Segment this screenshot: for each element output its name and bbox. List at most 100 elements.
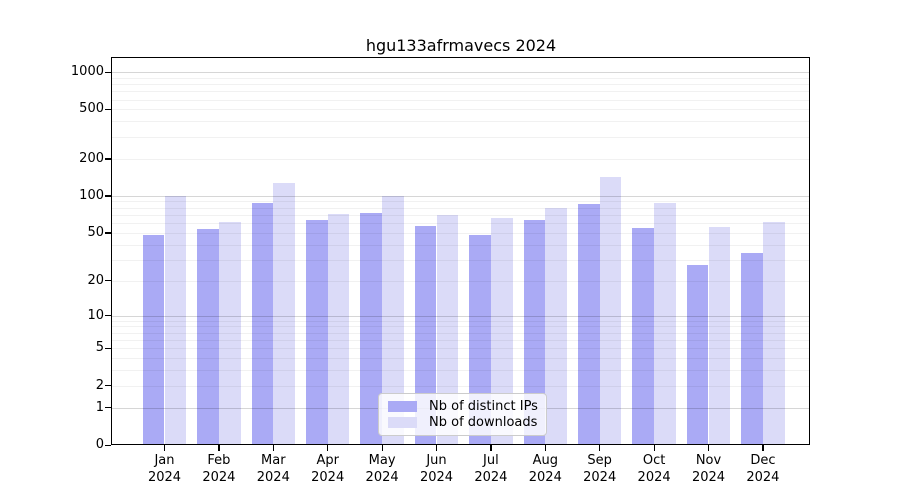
gridline-minor-400	[112, 121, 810, 122]
bar-distinct-ips-apr	[306, 220, 328, 445]
x-tick-label-mar: Mar 2024	[241, 452, 305, 486]
gridline-minor-800	[112, 84, 810, 85]
y-tick-200	[105, 158, 111, 160]
bar-downloads-mar	[273, 183, 295, 445]
x-tick-apr	[327, 445, 329, 451]
y-tick-label-1: 1	[95, 399, 104, 415]
gridline-major-10	[112, 316, 810, 317]
bar-downloads-apr	[327, 214, 350, 445]
y-tick-label-100: 100	[79, 187, 104, 203]
bar-downloads-jan	[164, 195, 187, 445]
x-tick-month-oct: Oct	[642, 453, 666, 468]
bar-downloads-aug	[545, 208, 567, 445]
x-tick-year-jun: 2024	[419, 470, 454, 485]
x-tick-month-nov: Nov	[695, 453, 722, 468]
gridline-minor-500	[112, 109, 810, 110]
x-tick-jun	[436, 445, 438, 451]
gridline-minor-3	[112, 370, 810, 371]
legend-swatch-distinct-ips	[388, 401, 417, 412]
x-tick-month-sep: Sep	[587, 453, 612, 468]
bar-downloads-feb	[218, 222, 241, 445]
gridline-minor-5	[112, 348, 810, 349]
y-tick-100	[105, 195, 111, 197]
x-tick-feb	[218, 445, 220, 451]
gridline-minor-80	[112, 208, 810, 209]
y-tick-label-20: 20	[87, 272, 104, 288]
gridline-minor-90	[112, 201, 810, 202]
y-tick-label-2: 2	[95, 377, 104, 393]
x-tick-year-dec: 2024	[746, 470, 780, 485]
chart-title: hgu133afrmavecs 2024	[365, 36, 557, 55]
bar-downloads-sep	[599, 176, 622, 445]
gridline-minor-700	[112, 91, 810, 92]
bar-distinct-ips-oct	[632, 227, 655, 445]
legend-row-distinct-ips: Nb of distinct IPs	[388, 399, 538, 414]
x-tick-label-jan: Jan 2024	[133, 452, 197, 486]
gridline-minor-900	[112, 78, 810, 79]
y-tick-label-1000: 1000	[70, 64, 104, 80]
bar-downloads-may	[382, 196, 404, 445]
y-tick-1	[105, 407, 111, 409]
gridline-minor-6	[112, 340, 810, 341]
gridline-minor-4	[112, 358, 810, 359]
gridline-minor-300	[112, 137, 810, 138]
y-tick-2	[105, 385, 111, 387]
y-tick-label-5: 5	[95, 340, 104, 356]
gridline-minor-8	[112, 326, 810, 327]
x-tick-month-jul: Jul	[483, 453, 499, 468]
x-tick-oct	[653, 445, 655, 451]
y-tick-label-0: 0	[95, 437, 104, 452]
x-tick-label-sep: Sep 2024	[568, 452, 632, 486]
y-tick-0	[105, 444, 111, 446]
y-tick-1000	[105, 71, 111, 73]
x-tick-dec	[762, 445, 764, 451]
x-tick-year-oct: 2024	[637, 470, 671, 485]
x-tick-label-nov: Nov 2024	[677, 452, 741, 486]
gridline-minor-60	[112, 223, 810, 224]
x-tick-label-dec: Dec 2024	[731, 452, 795, 486]
x-tick-month-may: May	[368, 453, 396, 468]
x-tick-month-dec: Dec	[750, 453, 776, 468]
x-tick-sep	[599, 445, 601, 451]
y-tick-label-200: 200	[79, 150, 104, 166]
y-tick-50	[105, 232, 111, 234]
legend-label-distinct-ips: Nb of distinct IPs	[429, 399, 538, 414]
x-tick-year-may: 2024	[365, 470, 399, 485]
x-tick-aug	[544, 445, 547, 451]
gridline-minor-30	[112, 260, 810, 261]
x-tick-jul	[490, 445, 492, 451]
x-tick-label-apr: Apr 2024	[296, 452, 360, 486]
gridline-minor-600	[112, 100, 810, 101]
bar-distinct-ips-jan	[142, 234, 165, 445]
x-tick-month-jun: Jun	[426, 453, 447, 468]
bar-distinct-ips-jul	[469, 234, 491, 445]
x-tick-may	[381, 445, 383, 451]
y-tick-500	[105, 108, 111, 111]
legend-row-downloads: Nb of downloads	[388, 415, 537, 430]
x-tick-year-aug: 2024	[528, 470, 562, 485]
gridline-minor-9	[112, 321, 810, 322]
y-tick-10	[105, 315, 111, 317]
bar-downloads-oct	[654, 203, 676, 445]
x-tick-year-mar: 2024	[256, 470, 290, 485]
gridline-minor-2	[112, 386, 810, 387]
x-tick-year-jul: 2024	[474, 470, 508, 485]
x-tick-label-jun: Jun 2024	[405, 452, 469, 486]
gridline-minor-50	[112, 233, 810, 234]
y-tick-5	[105, 347, 111, 350]
x-tick-mar	[272, 445, 275, 451]
bar-distinct-ips-dec	[741, 253, 763, 445]
gridline-minor-40	[112, 245, 810, 246]
bar-downloads-jun	[436, 214, 459, 445]
bar-distinct-ips-mar	[251, 202, 274, 445]
gridline-major-100	[112, 196, 810, 197]
y-tick-label-50: 50	[87, 224, 104, 240]
x-tick-month-aug: Aug	[532, 453, 558, 468]
bar-distinct-ips-nov	[686, 265, 709, 445]
x-tick-year-jan: 2024	[147, 470, 182, 485]
y-tick-label-10: 10	[87, 307, 104, 323]
x-tick-label-jul: Jul 2024	[459, 452, 523, 486]
gridline-minor-70	[112, 215, 810, 216]
x-tick-label-oct: Oct 2024	[622, 452, 686, 486]
